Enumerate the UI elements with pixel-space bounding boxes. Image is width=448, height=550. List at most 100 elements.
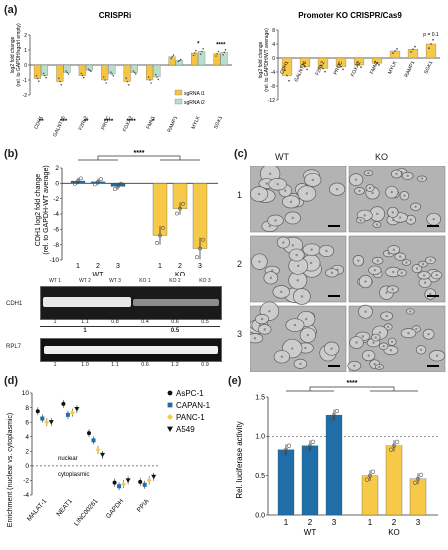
cell-nucleus: [268, 309, 271, 313]
data-point: [331, 412, 337, 418]
cell-nucleus: [415, 267, 419, 270]
data-point: [307, 443, 313, 448]
y-tick-label: -2: [23, 478, 29, 485]
y-tick-label: 6: [25, 419, 29, 426]
cell-nucleus: [414, 205, 417, 208]
category-label: MYLK: [387, 60, 398, 75]
significance-bracket: [286, 386, 418, 392]
category-label: SGK1: [213, 115, 224, 130]
significance-label: **: [39, 119, 44, 125]
cell-nucleus: [373, 362, 376, 366]
cell-nucleus: [373, 269, 377, 272]
legend-marker: [167, 390, 173, 396]
nuclear-label: nuclear: [58, 456, 78, 462]
cell-nucleus: [330, 271, 334, 275]
cell-nucleus: [282, 241, 285, 244]
blot-lane-label: WT 2: [79, 278, 91, 284]
data-point: [224, 48, 227, 51]
data-point: [67, 73, 70, 75]
data-point: [102, 76, 105, 78]
data-point: [93, 182, 97, 187]
y-tick-label: -4: [271, 70, 276, 76]
y-tick-label: -6: [53, 227, 59, 234]
cell-nucleus: [392, 248, 395, 251]
crispri-ylabel2: (rel. to GAPDH/sgctrl empty): [16, 23, 22, 87]
cell-nucleus: [378, 331, 382, 334]
cell-nucleus: [300, 295, 304, 298]
data-point: [304, 447, 310, 452]
y-tick-label: 1.5: [255, 394, 265, 401]
category-label: MALAT-1: [26, 497, 49, 522]
bar: [78, 64, 86, 76]
western-blot: CDH1 RPL7 WT 1 WT 2 WT 3 KO 1 KO 2 KO 3 1 1.1 0…: [0, 278, 230, 373]
data-point: [286, 74, 288, 77]
data-point: [113, 187, 117, 192]
data-point: [340, 65, 342, 68]
y-tick-label: 8: [272, 28, 275, 34]
data-point: [65, 412, 70, 417]
data-point: [178, 206, 182, 211]
cell-nucleus: [311, 178, 314, 182]
enrichment-chart: Enrichment (nuclear vs. cytoplasmic) nuc…: [7, 389, 211, 527]
data-point: [396, 48, 398, 50]
cell-nucleus: [289, 200, 293, 204]
data-point: [100, 452, 105, 458]
blot-lane-label: WT 1: [49, 278, 61, 284]
legend-marker: [167, 426, 173, 432]
data-point: [61, 401, 66, 406]
x-tick-label: 1: [76, 263, 80, 270]
luciferase-ylabel: Rel. luciferase activity: [235, 421, 244, 498]
cell-nucleus: [258, 260, 261, 263]
cdh1-quant: 0.8: [111, 319, 119, 325]
bar: [85, 64, 93, 71]
data-point: [170, 57, 172, 60]
group-label-wt: WT: [304, 528, 317, 537]
cell-nucleus: [263, 328, 266, 331]
bar: [123, 64, 131, 82]
bar: [130, 64, 138, 73]
micro-wt-label: WT: [275, 152, 289, 162]
legend-swatch: [174, 89, 183, 96]
category-label: F2RL2: [315, 60, 327, 76]
cell-nucleus: [274, 219, 277, 222]
category-label: RAMP1: [404, 60, 417, 78]
data-point: [80, 72, 83, 75]
y-tick-label: 0: [55, 181, 59, 188]
blot-lane-label: KO 2: [169, 278, 181, 284]
data-point: [158, 233, 162, 238]
rpl7-quant: 0.6: [141, 362, 149, 368]
data-point: [388, 447, 394, 452]
data-point: [45, 76, 47, 79]
category-label: GALNT16: [293, 60, 308, 83]
panel-label-e: (e): [228, 375, 242, 387]
data-point: [412, 480, 418, 485]
cell-shape: [250, 333, 264, 344]
promoter-title: Promoter KO CRISPR/Cas9: [298, 11, 402, 20]
cell-nucleus: [386, 325, 390, 329]
micro-row-2: 2: [237, 259, 243, 269]
data-point: [117, 484, 122, 489]
cell-nucleus: [271, 269, 274, 272]
crispri-ylabel: log2 fold change: [10, 36, 16, 73]
cell-nucleus: [432, 217, 435, 221]
cell-nucleus: [293, 323, 297, 327]
bar: [198, 51, 206, 66]
data-point: [76, 179, 80, 183]
data-point: [35, 409, 40, 414]
y-tick-label: -1: [23, 78, 28, 84]
cell-nucleus: [253, 337, 257, 340]
data-point: [177, 60, 180, 63]
data-point: [59, 80, 61, 83]
data-point: [66, 71, 69, 74]
data-point: [90, 70, 92, 73]
cell-nucleus: [269, 276, 273, 280]
cell-nucleus: [268, 224, 271, 228]
promoter-ylabel: log2 fold change: [258, 41, 264, 78]
data-point: [112, 75, 115, 77]
significance-label: ****: [104, 119, 114, 125]
cell-nucleus: [395, 172, 398, 176]
y-tick-label: 4: [272, 42, 275, 48]
data-point: [112, 480, 117, 485]
y-tick-label: -4: [23, 492, 29, 499]
data-point: [150, 82, 152, 84]
